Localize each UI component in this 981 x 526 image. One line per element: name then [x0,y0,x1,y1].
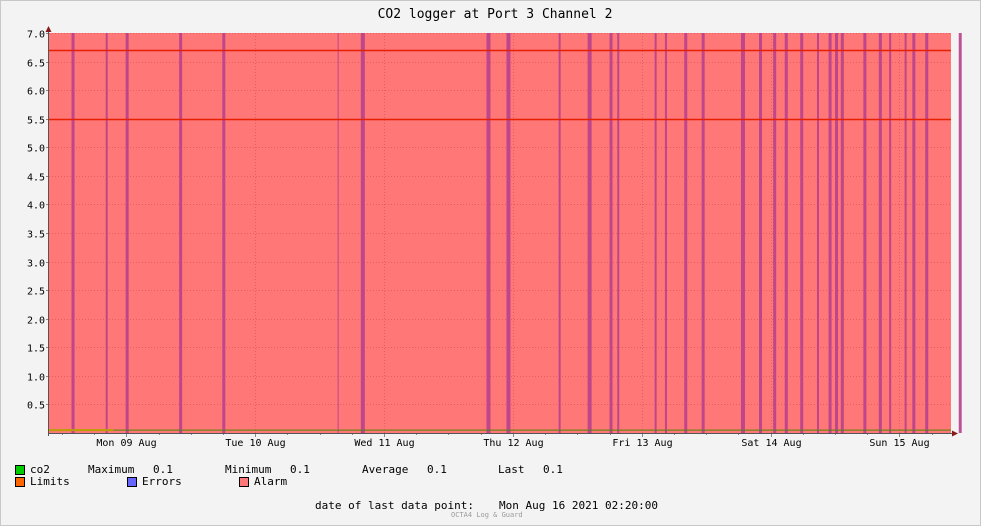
y-tick-label: 2.0 [27,316,45,327]
error-band [784,33,788,433]
legend-limits-label: Limits [30,475,70,488]
error-band [958,33,962,433]
y-tick-label: 0.5 [27,401,45,412]
error-band [701,33,705,433]
error-band [337,33,339,433]
legend-average-value: 0.1 [427,463,447,476]
chart-title: CO2 logger at Port 3 Channel 2 [378,7,613,22]
error-band [863,33,867,433]
y-tick-label: 1.5 [27,344,45,355]
y-tick-labels: 0.5 1.0 1.5 2.0 2.5 3.0 3.5 4.0 4.5 5.0 5.5 6.0 6.5 7… [27,30,45,412]
error-band [617,33,620,433]
error-band [506,33,511,433]
error-band [835,33,839,433]
y-tick-label: 2.5 [27,287,45,298]
error-band [773,33,777,433]
error-band [71,33,75,433]
x-tick-label: Mon 09 Aug [96,438,156,449]
error-band [878,33,882,433]
error-band [360,33,365,433]
error-band [486,33,491,433]
legend-maximum-label: Maximum [88,463,135,476]
y-tick-label: 1.0 [27,373,45,384]
error-band [904,33,907,433]
y-tick-label: 4.0 [27,201,45,212]
error-bands [71,33,962,433]
x-tick-label: Wed 11 Aug [354,438,414,449]
error-band [684,33,688,433]
error-band [800,33,804,433]
alarm-swatch [239,477,249,487]
chart: CO2 logger at Port 3 Channel 2 0.5 1.0 1.5… [27,7,962,449]
legend-average-label: Average [362,463,409,476]
x-tick-labels: Mon 09 Aug Tue 10 Aug Wed 11 Aug Thu 12 Aug… [96,438,929,449]
legend-minimum-label: Minimum [225,463,272,476]
error-band [925,33,929,433]
legend-maximum-value: 0.1 [153,463,173,476]
y-axis-arrow [45,26,52,32]
x-axis-arrow [952,430,958,437]
legend-last-label: Last [498,463,525,476]
legend-errors-label: Errors [142,475,182,488]
last-data-value: Mon Aug 16 2021 02:20:00 [499,499,658,512]
x-tick-label: Sat 14 Aug [741,438,801,449]
legend-alarm-label: Alarm [254,475,288,488]
y-tick-label: 3.0 [27,259,45,270]
y-tick-label: 3.5 [27,230,45,241]
y-tick-label: 7.0 [27,30,45,41]
error-band [179,33,183,433]
grid [46,33,951,433]
legend-co2-label: co2 [30,463,50,476]
error-band [587,33,592,433]
x-tick-label: Sun 15 Aug [869,438,929,449]
error-band [105,33,108,433]
errors-swatch [127,477,137,487]
legend-last-value: 0.1 [543,463,563,476]
y-tick-label: 6.0 [27,87,45,98]
axes [45,26,958,437]
x-tick-label: Thu 12 Aug [483,438,543,449]
error-band [740,33,745,433]
error-band [816,33,819,433]
x-tick-label: Tue 10 Aug [225,438,285,449]
error-band [609,33,613,433]
y-tick-label: 6.5 [27,59,45,70]
error-band [912,33,916,433]
error-band [889,33,892,433]
error-band [840,33,844,433]
error-band [654,33,657,433]
limit-lines [49,49,951,121]
watermark: OCTA4 Log & Guard [451,511,523,519]
error-band [759,33,763,433]
y-tick-label: 5.5 [27,116,45,127]
error-band [664,33,667,433]
error-band [558,33,561,433]
y-tick-label: 5.0 [27,144,45,155]
limits-swatch [15,477,25,487]
x-tick-label: Fri 13 Aug [612,438,672,449]
error-band [125,33,129,433]
error-band [222,33,226,433]
legend-minimum-value: 0.1 [290,463,310,476]
error-band [828,33,832,433]
last-data-label: date of last data point: [315,499,474,512]
y-tick-label: 4.5 [27,173,45,184]
co2-swatch [15,465,25,475]
